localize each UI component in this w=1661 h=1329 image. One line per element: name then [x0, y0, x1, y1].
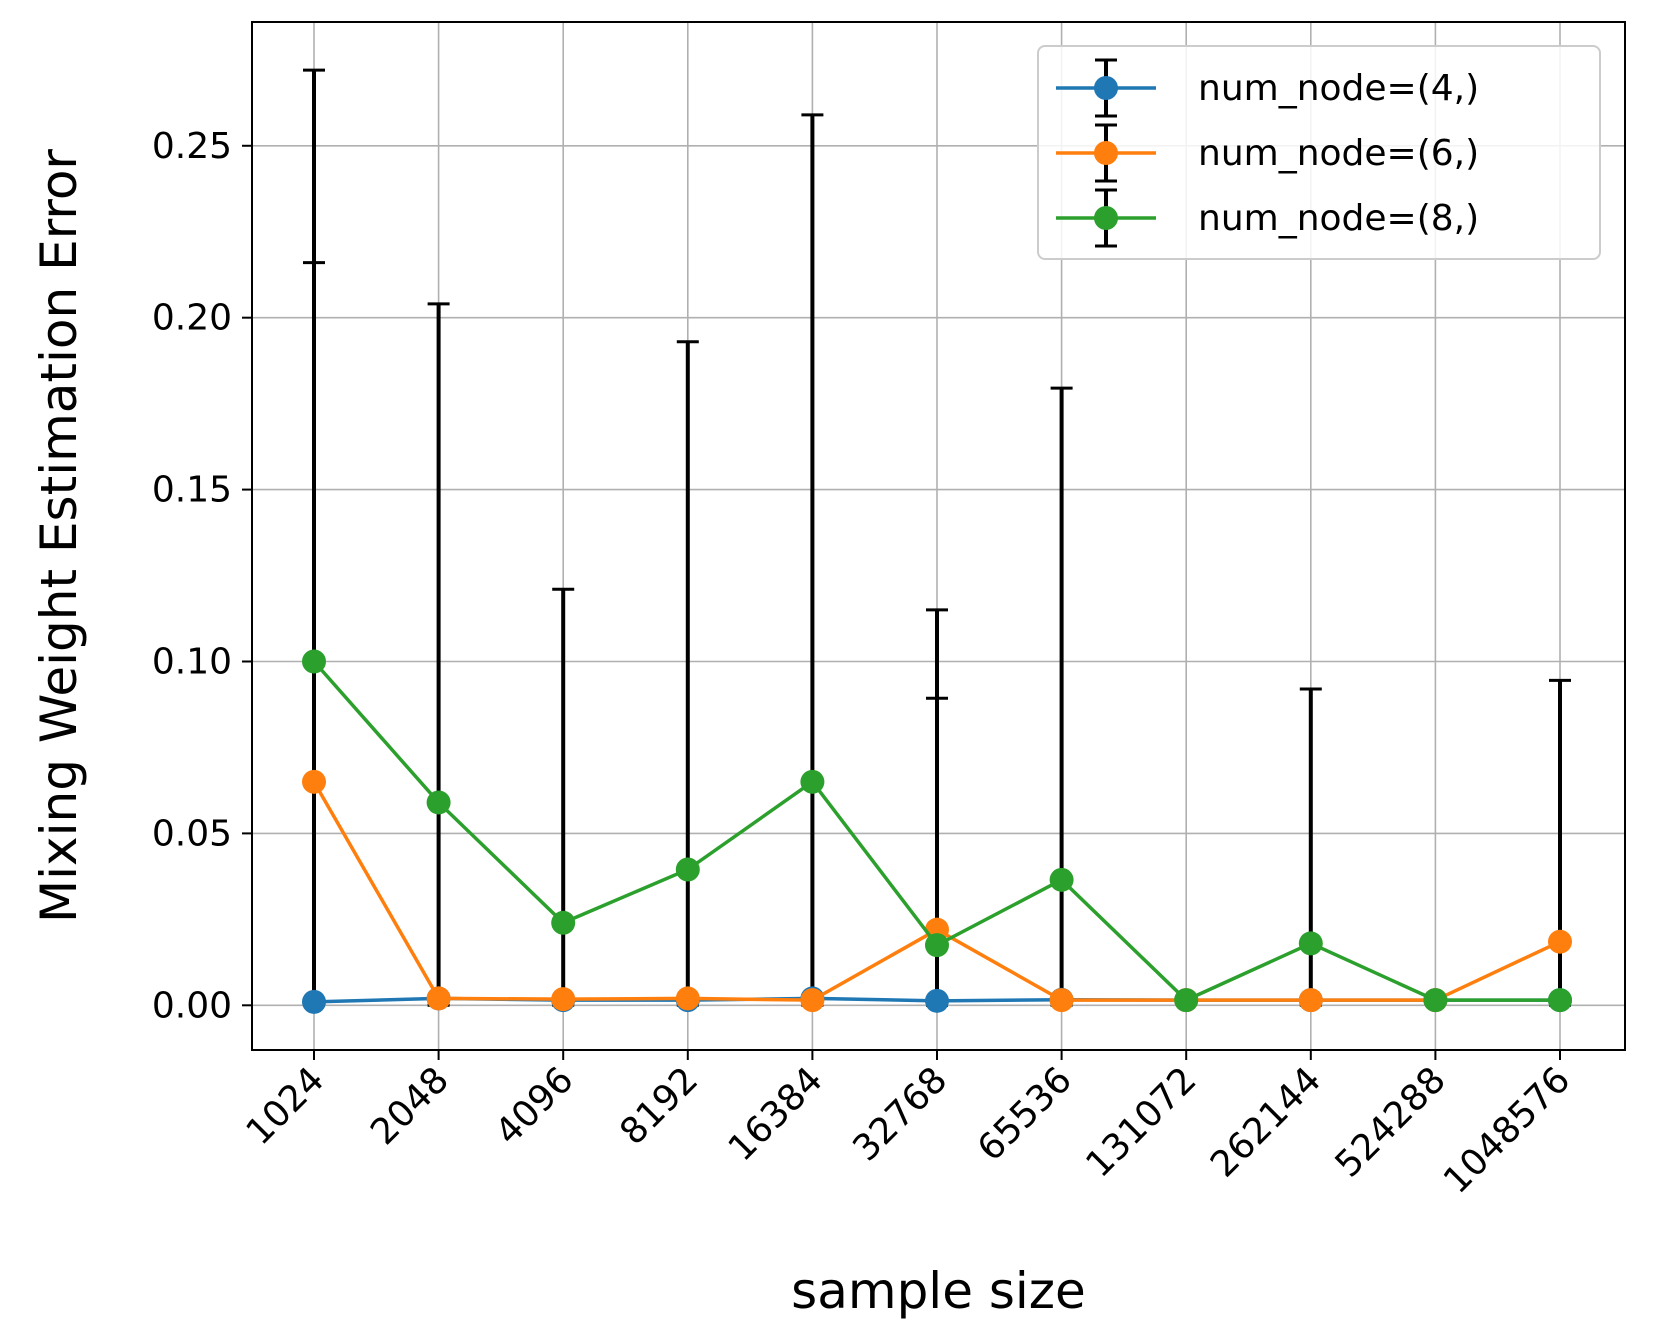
y-tick-label: 0.10	[152, 641, 232, 682]
data-point	[1174, 988, 1199, 1013]
data-point	[1548, 929, 1572, 954]
data-point	[800, 988, 825, 1013]
legend-label: num_node=(4,)	[1198, 68, 1479, 109]
y-tick-label: 0.15	[152, 470, 232, 511]
y-tick-label: 0.20	[152, 298, 232, 339]
data-point	[925, 988, 949, 1013]
y-tick-label: 0.00	[152, 985, 232, 1026]
legend-marker	[1094, 76, 1118, 100]
y-tick-label: 0.05	[152, 813, 232, 854]
data-point	[302, 649, 326, 674]
data-point	[1049, 988, 1074, 1013]
legend-box	[1037, 45, 1601, 260]
x-axis-title: sample size	[791, 1262, 1086, 1320]
data-point	[675, 986, 700, 1011]
y-axis-title: Mixing Weight Estimation Error	[30, 149, 88, 923]
legend: num_node=(4,) num_node=(6,) num_node=(8,)	[1037, 45, 1601, 260]
legend-marker	[1094, 206, 1118, 230]
legend-label: num_node=(6,)	[1198, 133, 1479, 174]
data-point	[1423, 988, 1448, 1013]
y-tick-label: 0.25	[152, 126, 232, 167]
data-point	[551, 987, 576, 1012]
data-point	[1049, 867, 1074, 892]
series-3	[302, 649, 1572, 1013]
data-point	[1298, 988, 1323, 1013]
legend-marker	[1094, 141, 1118, 165]
legend-label: num_node=(8,)	[1198, 198, 1479, 239]
data-point	[426, 986, 451, 1011]
data-point	[925, 933, 949, 958]
data-point	[800, 769, 825, 794]
data-point	[675, 857, 700, 882]
data-point	[1548, 988, 1572, 1013]
data-point	[302, 769, 326, 794]
data-point	[302, 989, 326, 1014]
y-axis: 0.00 0.05 0.10 0.15 0.20 0.25	[152, 126, 252, 1026]
plot-frame	[251, 21, 1626, 1051]
data-point	[426, 790, 451, 815]
series-group	[302, 649, 1572, 1014]
data-point	[1298, 931, 1323, 956]
data-point	[551, 910, 576, 935]
